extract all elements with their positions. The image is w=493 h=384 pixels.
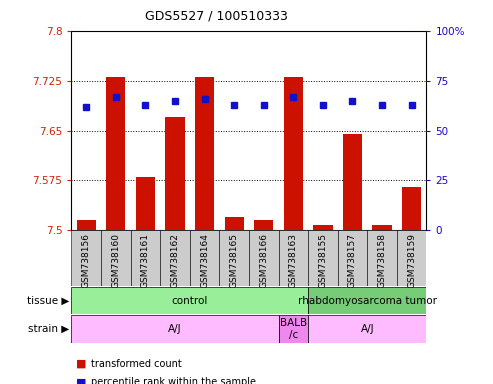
Text: GSM738162: GSM738162 — [171, 233, 179, 288]
Text: GSM738166: GSM738166 — [259, 233, 268, 288]
Text: GSM738159: GSM738159 — [407, 233, 416, 288]
Bar — [71, 315, 279, 343]
Bar — [254, 220, 273, 230]
Text: GSM738165: GSM738165 — [230, 233, 239, 288]
Text: rhabdomyosarcoma tumor: rhabdomyosarcoma tumor — [298, 296, 437, 306]
Text: GSM738156: GSM738156 — [82, 233, 91, 288]
Bar — [165, 117, 184, 230]
Bar — [219, 230, 249, 286]
Bar — [71, 287, 308, 314]
Bar — [279, 315, 308, 343]
Bar — [224, 217, 244, 230]
Bar — [373, 225, 392, 230]
Bar — [397, 230, 426, 286]
Bar — [131, 230, 160, 286]
Text: GSM738158: GSM738158 — [378, 233, 387, 288]
Text: GSM738161: GSM738161 — [141, 233, 150, 288]
Text: transformed count: transformed count — [91, 359, 182, 369]
Bar — [190, 230, 219, 286]
Text: tissue ▶: tissue ▶ — [27, 296, 69, 306]
Text: GSM738163: GSM738163 — [289, 233, 298, 288]
Text: strain ▶: strain ▶ — [28, 324, 69, 334]
Bar — [249, 230, 279, 286]
Bar — [77, 220, 96, 230]
Bar — [101, 230, 131, 286]
Bar — [279, 230, 308, 286]
Text: percentile rank within the sample: percentile rank within the sample — [91, 377, 256, 384]
Bar — [195, 77, 214, 230]
Text: GSM738157: GSM738157 — [348, 233, 357, 288]
Bar — [308, 287, 426, 314]
Bar — [338, 230, 367, 286]
Bar — [314, 225, 332, 230]
Text: ■: ■ — [76, 359, 87, 369]
Text: GSM738155: GSM738155 — [318, 233, 327, 288]
Text: A/J: A/J — [360, 324, 374, 334]
Text: GDS5527 / 100510333: GDS5527 / 100510333 — [145, 10, 288, 23]
Bar — [71, 230, 101, 286]
Bar — [160, 230, 190, 286]
Bar — [308, 315, 426, 343]
Bar — [402, 187, 422, 230]
Text: control: control — [172, 296, 208, 306]
Text: GSM738164: GSM738164 — [200, 233, 209, 288]
Bar — [106, 77, 125, 230]
Bar — [367, 230, 397, 286]
Text: ■: ■ — [76, 377, 87, 384]
Bar — [284, 77, 303, 230]
Text: GSM738160: GSM738160 — [111, 233, 120, 288]
Text: A/J: A/J — [168, 324, 182, 334]
Text: BALB
/c: BALB /c — [280, 318, 307, 340]
Bar — [343, 134, 362, 230]
Bar — [136, 177, 155, 230]
Bar — [308, 230, 338, 286]
